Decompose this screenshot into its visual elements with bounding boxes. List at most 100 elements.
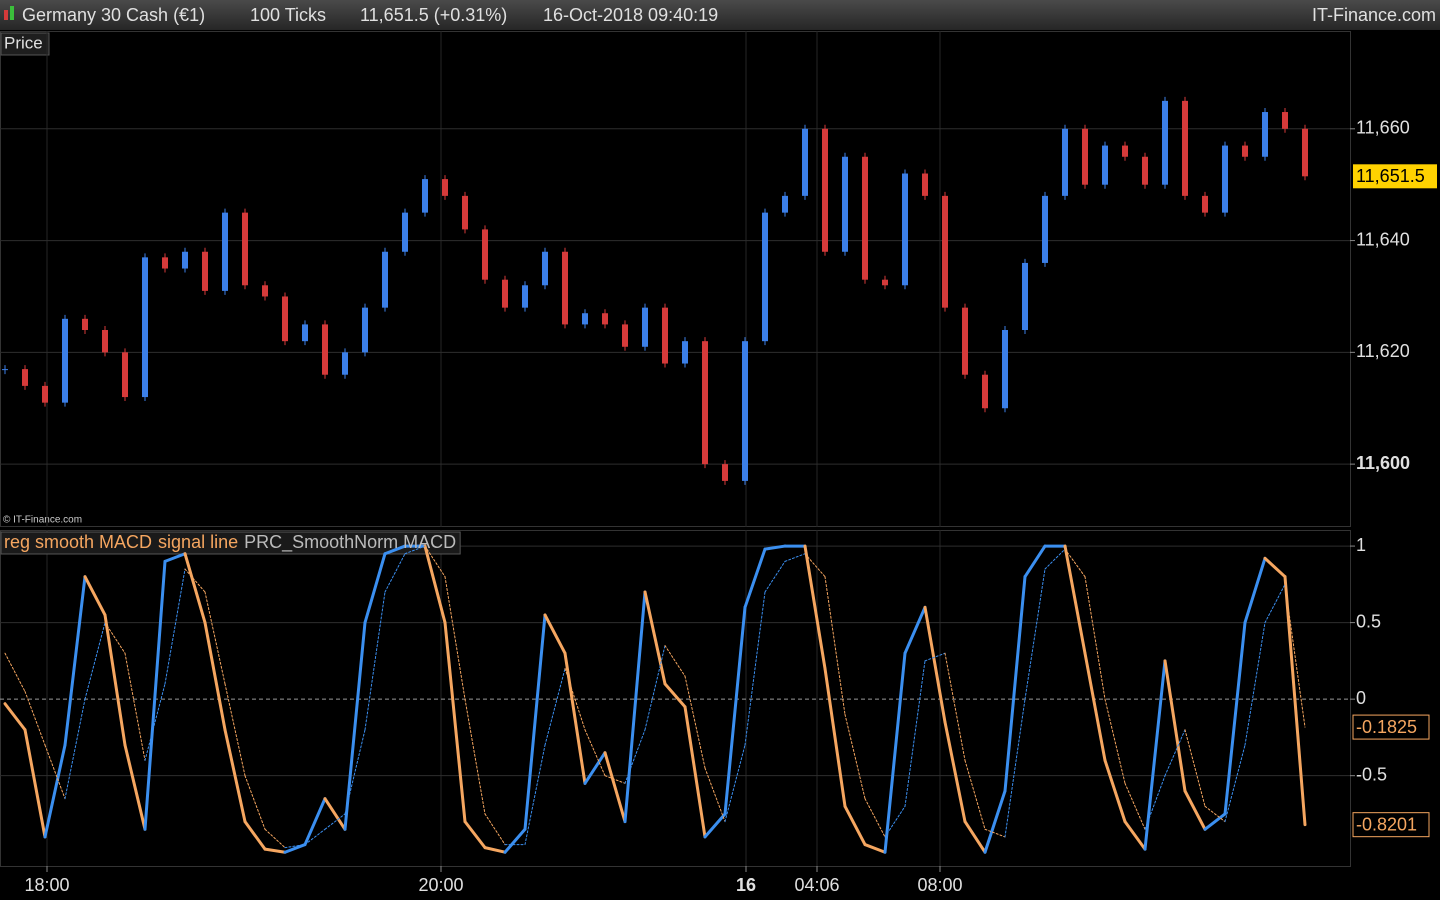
last-price-box [1353, 164, 1437, 189]
signal-segment [244, 775, 266, 830]
macd-segment [723, 605, 747, 816]
candle-body [142, 257, 148, 398]
signal-segment [224, 683, 246, 777]
candle-body [1262, 112, 1268, 157]
signal-segment [964, 759, 986, 830]
labels: 18:00 20:00 16 04:06 08:00 11,600 11,620 11,640… [4, 118, 1437, 895]
candle-body [902, 173, 908, 286]
candle-body [222, 212, 228, 291]
signal-segment [944, 652, 966, 761]
signal-segment [1264, 583, 1286, 624]
macd-segment [1123, 820, 1147, 851]
signal-segment [424, 545, 446, 578]
candle-body [202, 251, 208, 291]
candle-body [342, 352, 348, 375]
interval: 100 Ticks [250, 5, 326, 25]
value-box [1352, 714, 1430, 740]
signal-segment [904, 660, 926, 807]
macd-segment [483, 846, 507, 854]
legend-entry: PRC_SmoothNorm MACD [244, 532, 456, 553]
signal-segment [304, 828, 326, 846]
signal-segment [184, 568, 206, 593]
instrument: Germany 30 Cash (€1) [22, 5, 205, 25]
x-tick-label: 04:06 [794, 875, 839, 895]
signal-segment [324, 813, 346, 830]
macd-segment [1243, 556, 1267, 625]
x-tick-label: 18:00 [24, 875, 69, 895]
macd-segment [563, 651, 587, 785]
legend-box [0, 531, 461, 555]
candle-body [362, 307, 368, 353]
candle-body [602, 313, 608, 325]
candle-body [162, 257, 168, 269]
signal-segment [1184, 729, 1206, 807]
signal-segment [664, 645, 686, 677]
candle-body [42, 385, 48, 403]
signal-segment [524, 744, 546, 846]
candle-body [1042, 195, 1048, 263]
signal-segment [724, 744, 746, 823]
signal-segment [464, 698, 486, 815]
candle-body [22, 369, 28, 386]
signal-segment [884, 805, 906, 838]
macd-segment [223, 728, 247, 824]
signal-segment [744, 591, 766, 746]
signal-segment [844, 713, 866, 800]
candle-body [642, 307, 648, 347]
y-tick-label: 11,620 [1356, 341, 1410, 361]
candle-body [282, 296, 288, 342]
grid [0, 31, 1355, 872]
signal-segment [984, 828, 1006, 838]
y-tick-label: -0.5 [1356, 764, 1387, 784]
macd-segment [1283, 575, 1307, 827]
signal-segment [4, 652, 26, 692]
signal-segment [1024, 568, 1046, 700]
x-tick-label: 08:00 [917, 875, 962, 895]
macd-segment [1163, 659, 1187, 793]
candle-body [462, 195, 468, 230]
macd-segment [943, 720, 967, 824]
marks [2, 96, 1308, 854]
candle-body [1302, 128, 1308, 177]
macd-segment [543, 613, 567, 655]
macd-segment [923, 605, 947, 724]
candle-body [302, 324, 308, 342]
app-icon [10, 6, 14, 20]
header-bar [0, 0, 1440, 30]
candle-body [1002, 329, 1008, 409]
signal-segment [44, 744, 66, 800]
candle-body [1102, 145, 1108, 185]
macd-segment [63, 575, 87, 747]
legend-entry: reg smooth MACD [4, 532, 152, 552]
value-label: -0.1825 [1356, 717, 1417, 737]
macd-segment [843, 804, 867, 847]
candle-body [422, 179, 428, 213]
macd-segment [503, 827, 527, 854]
candle-body [1222, 145, 1228, 213]
macd-segment [263, 847, 287, 854]
signal-segment [384, 553, 406, 593]
macd-segment [423, 544, 447, 625]
signal-segment [544, 668, 566, 746]
macd-segment [1203, 812, 1227, 831]
macd-segment [523, 613, 547, 831]
macd-segment [323, 797, 347, 831]
candle-body [882, 279, 888, 286]
value-box [1352, 812, 1430, 838]
signal-segment [344, 729, 366, 815]
candle-body [1082, 128, 1088, 185]
signal-segment [484, 813, 506, 846]
signal-segment [64, 698, 86, 800]
macd-segment [823, 667, 847, 808]
signal-segment [284, 844, 306, 849]
panel-label-box [0, 32, 50, 56]
macd-segment [763, 544, 787, 551]
candle-body [442, 179, 448, 196]
macd-segment [883, 651, 907, 854]
macd-segment [383, 544, 407, 556]
candle-body [742, 341, 748, 481]
candle-body [862, 156, 868, 280]
candle-body [102, 329, 108, 353]
